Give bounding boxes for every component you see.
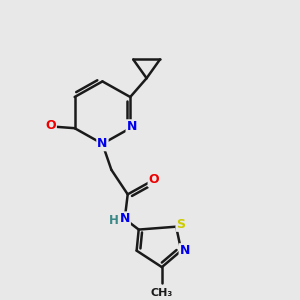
Text: N: N xyxy=(127,120,137,133)
Text: CH₃: CH₃ xyxy=(151,288,173,298)
Text: O: O xyxy=(148,173,159,186)
Text: N: N xyxy=(180,244,190,257)
Text: O: O xyxy=(45,119,56,132)
Text: N: N xyxy=(97,137,108,150)
Text: S: S xyxy=(176,218,185,231)
Text: N: N xyxy=(119,212,130,225)
Text: H: H xyxy=(109,214,118,227)
